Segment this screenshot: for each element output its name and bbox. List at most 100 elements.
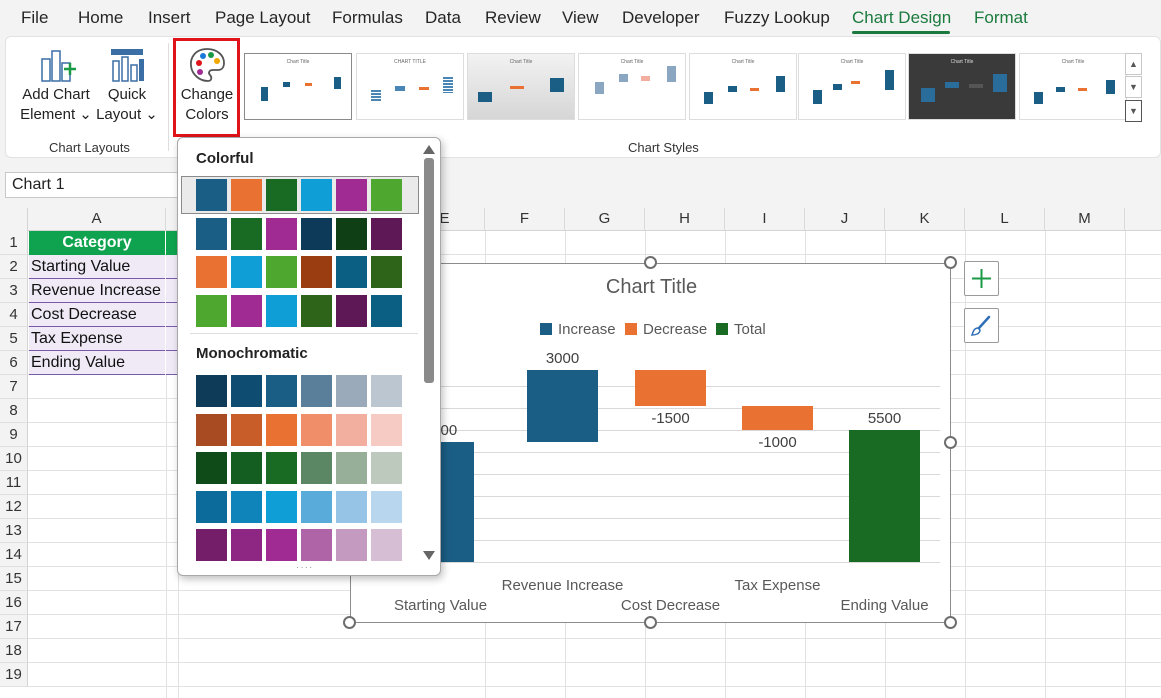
- row-header[interactable]: 18: [0, 639, 28, 663]
- chart-title[interactable]: Chart Title: [605, 276, 698, 298]
- data-label[interactable]: 5500: [867, 410, 902, 427]
- tab-file[interactable]: File: [21, 8, 49, 27]
- row-header[interactable]: 9: [0, 423, 28, 447]
- column-header-f[interactable]: F: [485, 208, 565, 231]
- chart-elements-button[interactable]: [964, 261, 999, 296]
- tab-chart-design[interactable]: Chart Design: [852, 8, 952, 27]
- row-header[interactable]: 7: [0, 375, 28, 399]
- cell-starting-value[interactable]: Starting Value: [29, 255, 165, 279]
- data-label[interactable]: -1500: [651, 410, 690, 427]
- chart-style-7[interactable]: Chart Title: [908, 53, 1016, 120]
- bar-cost-decrease[interactable]: [635, 370, 706, 406]
- waterfall-chart[interactable]: Chart Title Increase Decrease Total 5000…: [350, 263, 951, 623]
- column-header-a[interactable]: A: [28, 208, 166, 231]
- column-header-h[interactable]: H: [645, 208, 725, 231]
- chart-style-3[interactable]: Chart Title: [467, 53, 575, 120]
- monochromatic-palette-row[interactable]: [196, 413, 406, 446]
- row-header[interactable]: 14: [0, 543, 28, 567]
- column-header-i[interactable]: I: [725, 208, 805, 231]
- tab-formulas[interactable]: Formulas: [332, 8, 403, 27]
- column-header-j[interactable]: J: [805, 208, 885, 231]
- tab-home[interactable]: Home: [78, 8, 124, 27]
- row-header[interactable]: 10: [0, 447, 28, 471]
- legend-decrease[interactable]: Decrease: [625, 321, 707, 338]
- monochromatic-palette-row[interactable]: [196, 452, 406, 484]
- dropdown-scroll-thumb[interactable]: [424, 158, 434, 383]
- row-header[interactable]: 4: [0, 303, 28, 327]
- chart-style-1[interactable]: Chart Title: [244, 53, 352, 120]
- styles-scroll-down-button[interactable]: ▼: [1125, 76, 1142, 98]
- tab-format[interactable]: Format: [974, 8, 1028, 27]
- row-header[interactable]: 8: [0, 399, 28, 423]
- row-header[interactable]: 1: [0, 231, 28, 255]
- bar-revenue-increase[interactable]: [527, 370, 598, 442]
- resize-grip-icon[interactable]: ····: [296, 562, 314, 573]
- header-cell-b[interactable]: [166, 231, 178, 255]
- chart-style-5[interactable]: Chart Title: [689, 53, 797, 120]
- scroll-up-arrow-icon[interactable]: [423, 145, 435, 154]
- chart-style-4[interactable]: Chart Title: [578, 53, 686, 120]
- tab-review[interactable]: Review: [485, 8, 541, 27]
- select-all-corner[interactable]: [0, 208, 28, 231]
- resize-handle-bottom-left[interactable]: [343, 616, 356, 629]
- row-header[interactable]: 6: [0, 351, 28, 375]
- bar-tax-expense[interactable]: [742, 406, 813, 430]
- row-header[interactable]: 12: [0, 495, 28, 519]
- colorful-palette-row[interactable]: [196, 179, 406, 211]
- column-header-l[interactable]: L: [965, 208, 1045, 231]
- resize-handle-bottom-right[interactable]: [944, 616, 957, 629]
- row-header[interactable]: 13: [0, 519, 28, 543]
- row-header[interactable]: 16: [0, 591, 28, 615]
- column-header-k[interactable]: K: [885, 208, 965, 231]
- styles-more-button[interactable]: ▼: [1125, 100, 1142, 122]
- row-header[interactable]: 19: [0, 663, 28, 687]
- chart-style-6[interactable]: Chart Title: [798, 53, 906, 120]
- cell-tax-expense[interactable]: Tax Expense: [29, 327, 165, 351]
- column-header-g[interactable]: G: [565, 208, 645, 231]
- bar-ending-value[interactable]: [849, 430, 920, 562]
- data-label[interactable]: -1000: [758, 434, 797, 451]
- column-header-m[interactable]: M: [1045, 208, 1125, 231]
- chart-styles-button[interactable]: [964, 308, 999, 343]
- cell-cost-decrease[interactable]: Cost Decrease: [29, 303, 165, 327]
- tab-fuzzy-lookup[interactable]: Fuzzy Lookup: [724, 8, 830, 27]
- styles-scroll-up-button[interactable]: ▲: [1125, 53, 1142, 75]
- monochromatic-palette-row[interactable]: [196, 375, 406, 407]
- cell-b2[interactable]: [166, 255, 178, 279]
- row-header[interactable]: 15: [0, 567, 28, 591]
- add-chart-element-button[interactable]: Add Chart Element ⌄: [20, 45, 92, 125]
- cell-b5[interactable]: [166, 327, 178, 351]
- tab-data[interactable]: Data: [425, 8, 461, 27]
- name-box[interactable]: Chart 1: [5, 172, 183, 198]
- category-header-cell[interactable]: Category: [29, 231, 165, 255]
- colorful-palette-row[interactable]: [196, 256, 406, 288]
- change-colors-button[interactable]: Change Colors ⌄: [177, 45, 237, 145]
- chart-style-2[interactable]: CHART TITLE: [356, 53, 464, 120]
- resize-handle-top[interactable]: [644, 256, 657, 269]
- legend-increase[interactable]: Increase: [540, 321, 616, 338]
- quick-layout-button[interactable]: Quick Layout ⌄: [94, 45, 160, 125]
- cell-revenue-increase[interactable]: Revenue Increase: [29, 279, 165, 303]
- column-header-e[interactable]: E: [405, 208, 485, 231]
- row-header[interactable]: 17: [0, 615, 28, 639]
- legend-total[interactable]: Total: [716, 321, 766, 338]
- colorful-palette-row[interactable]: [196, 294, 406, 327]
- row-header[interactable]: 5: [0, 327, 28, 351]
- tab-insert[interactable]: Insert: [148, 8, 191, 27]
- monochromatic-palette-row[interactable]: [196, 490, 406, 523]
- row-header[interactable]: 2: [0, 255, 28, 279]
- monochromatic-palette-row[interactable]: [196, 529, 406, 561]
- chart-style-8[interactable]: Chart Title: [1019, 53, 1127, 120]
- resize-handle-right[interactable]: [944, 436, 957, 449]
- tab-view[interactable]: View: [562, 8, 599, 27]
- cell-b6[interactable]: [166, 351, 178, 375]
- colorful-palette-row[interactable]: [196, 217, 406, 250]
- row-header[interactable]: 3: [0, 279, 28, 303]
- row-header[interactable]: 11: [0, 471, 28, 495]
- resize-handle-top-right[interactable]: [944, 256, 957, 269]
- data-label[interactable]: 3000: [545, 350, 580, 367]
- cell-b3[interactable]: [166, 279, 178, 303]
- cell-b4[interactable]: [166, 303, 178, 327]
- tab-developer[interactable]: Developer: [622, 8, 700, 27]
- cell-ending-value[interactable]: Ending Value: [29, 351, 165, 375]
